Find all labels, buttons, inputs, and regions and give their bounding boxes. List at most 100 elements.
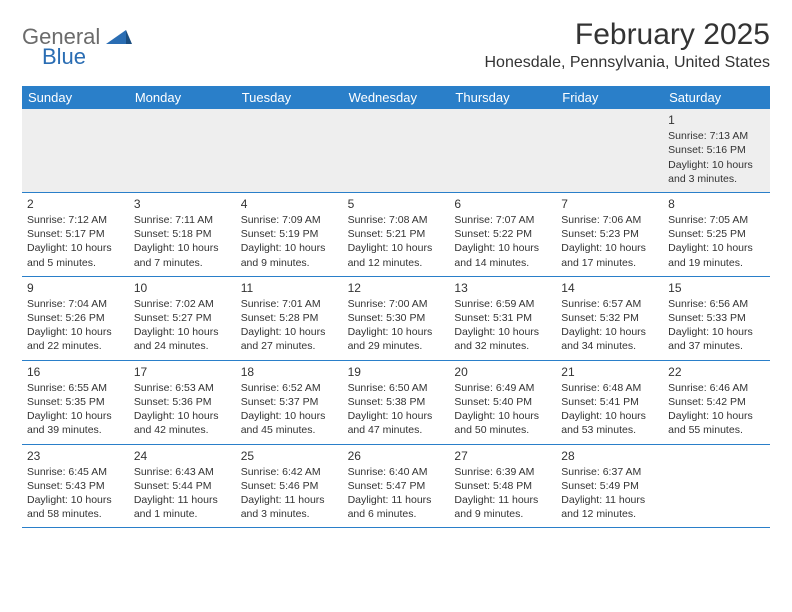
sunset-line: Sunset: 5:21 PM [348, 227, 445, 241]
daylight-line: Daylight: 10 hours and 14 minutes. [454, 241, 551, 269]
sunrise-line: Sunrise: 6:59 AM [454, 297, 551, 311]
empty-cell [129, 109, 236, 192]
sunset-line: Sunset: 5:32 PM [561, 311, 658, 325]
week-row: 16Sunrise: 6:55 AMSunset: 5:35 PMDayligh… [22, 361, 770, 445]
day-number: 8 [668, 196, 765, 212]
daylight-line: Daylight: 10 hours and 55 minutes. [668, 409, 765, 437]
day-cell: 10Sunrise: 7:02 AMSunset: 5:27 PMDayligh… [129, 277, 236, 360]
daylight-line: Daylight: 11 hours and 12 minutes. [561, 493, 658, 521]
daylight-line: Daylight: 10 hours and 5 minutes. [27, 241, 124, 269]
day-cell: 4Sunrise: 7:09 AMSunset: 5:19 PMDaylight… [236, 193, 343, 276]
empty-cell [22, 109, 129, 192]
day-number: 18 [241, 364, 338, 380]
sunset-line: Sunset: 5:48 PM [454, 479, 551, 493]
daylight-line: Daylight: 10 hours and 22 minutes. [27, 325, 124, 353]
day-number: 12 [348, 280, 445, 296]
dow-sunday: Sunday [22, 86, 129, 109]
week-row: 9Sunrise: 7:04 AMSunset: 5:26 PMDaylight… [22, 277, 770, 361]
day-cell: 7Sunrise: 7:06 AMSunset: 5:23 PMDaylight… [556, 193, 663, 276]
sunrise-line: Sunrise: 6:39 AM [454, 465, 551, 479]
dow-header: Sunday Monday Tuesday Wednesday Thursday… [22, 86, 770, 109]
sunset-line: Sunset: 5:22 PM [454, 227, 551, 241]
daylight-line: Daylight: 10 hours and 24 minutes. [134, 325, 231, 353]
day-cell: 27Sunrise: 6:39 AMSunset: 5:48 PMDayligh… [449, 445, 556, 528]
sunset-line: Sunset: 5:38 PM [348, 395, 445, 409]
sunrise-line: Sunrise: 6:45 AM [27, 465, 124, 479]
header: General Blue February 2025 Honesdale, Pe… [22, 18, 770, 72]
day-cell: 19Sunrise: 6:50 AMSunset: 5:38 PMDayligh… [343, 361, 450, 444]
sunrise-line: Sunrise: 7:08 AM [348, 213, 445, 227]
daylight-line: Daylight: 10 hours and 9 minutes. [241, 241, 338, 269]
day-number: 1 [668, 112, 765, 128]
brand-part2: Blue [42, 44, 86, 69]
sunrise-line: Sunrise: 6:55 AM [27, 381, 124, 395]
daylight-line: Daylight: 10 hours and 53 minutes. [561, 409, 658, 437]
sunset-line: Sunset: 5:18 PM [134, 227, 231, 241]
day-cell: 5Sunrise: 7:08 AMSunset: 5:21 PMDaylight… [343, 193, 450, 276]
sunrise-line: Sunrise: 6:37 AM [561, 465, 658, 479]
empty-cell [236, 109, 343, 192]
day-cell: 26Sunrise: 6:40 AMSunset: 5:47 PMDayligh… [343, 445, 450, 528]
sunset-line: Sunset: 5:37 PM [241, 395, 338, 409]
daylight-line: Daylight: 10 hours and 34 minutes. [561, 325, 658, 353]
sunset-line: Sunset: 5:17 PM [27, 227, 124, 241]
sunrise-line: Sunrise: 6:43 AM [134, 465, 231, 479]
daylight-line: Daylight: 10 hours and 3 minutes. [668, 158, 765, 186]
day-number: 6 [454, 196, 551, 212]
dow-monday: Monday [129, 86, 236, 109]
empty-cell [343, 109, 450, 192]
empty-cell [663, 445, 770, 528]
day-cell: 28Sunrise: 6:37 AMSunset: 5:49 PMDayligh… [556, 445, 663, 528]
day-cell: 24Sunrise: 6:43 AMSunset: 5:44 PMDayligh… [129, 445, 236, 528]
sunset-line: Sunset: 5:35 PM [27, 395, 124, 409]
day-number: 24 [134, 448, 231, 464]
logo-icon [106, 26, 132, 49]
calendar: Sunday Monday Tuesday Wednesday Thursday… [22, 86, 770, 528]
day-cell: 13Sunrise: 6:59 AMSunset: 5:31 PMDayligh… [449, 277, 556, 360]
sunrise-line: Sunrise: 7:11 AM [134, 213, 231, 227]
sunset-line: Sunset: 5:16 PM [668, 143, 765, 157]
day-number: 16 [27, 364, 124, 380]
daylight-line: Daylight: 11 hours and 9 minutes. [454, 493, 551, 521]
sunset-line: Sunset: 5:33 PM [668, 311, 765, 325]
day-number: 17 [134, 364, 231, 380]
daylight-line: Daylight: 10 hours and 47 minutes. [348, 409, 445, 437]
sunrise-line: Sunrise: 6:42 AM [241, 465, 338, 479]
month-title: February 2025 [484, 18, 770, 52]
sunset-line: Sunset: 5:26 PM [27, 311, 124, 325]
sunrise-line: Sunrise: 6:57 AM [561, 297, 658, 311]
day-cell: 17Sunrise: 6:53 AMSunset: 5:36 PMDayligh… [129, 361, 236, 444]
sunset-line: Sunset: 5:49 PM [561, 479, 658, 493]
day-cell: 9Sunrise: 7:04 AMSunset: 5:26 PMDaylight… [22, 277, 129, 360]
day-number: 21 [561, 364, 658, 380]
day-cell: 21Sunrise: 6:48 AMSunset: 5:41 PMDayligh… [556, 361, 663, 444]
sunset-line: Sunset: 5:31 PM [454, 311, 551, 325]
daylight-line: Daylight: 10 hours and 45 minutes. [241, 409, 338, 437]
sunset-line: Sunset: 5:40 PM [454, 395, 551, 409]
sunrise-line: Sunrise: 6:49 AM [454, 381, 551, 395]
week-row: 2Sunrise: 7:12 AMSunset: 5:17 PMDaylight… [22, 193, 770, 277]
day-cell: 20Sunrise: 6:49 AMSunset: 5:40 PMDayligh… [449, 361, 556, 444]
daylight-line: Daylight: 10 hours and 32 minutes. [454, 325, 551, 353]
sunrise-line: Sunrise: 7:06 AM [561, 213, 658, 227]
sunset-line: Sunset: 5:42 PM [668, 395, 765, 409]
sunset-line: Sunset: 5:25 PM [668, 227, 765, 241]
sunrise-line: Sunrise: 6:48 AM [561, 381, 658, 395]
empty-cell [556, 109, 663, 192]
daylight-line: Daylight: 10 hours and 39 minutes. [27, 409, 124, 437]
day-number: 23 [27, 448, 124, 464]
sunrise-line: Sunrise: 7:13 AM [668, 129, 765, 143]
day-number: 22 [668, 364, 765, 380]
day-number: 10 [134, 280, 231, 296]
day-number: 25 [241, 448, 338, 464]
daylight-line: Daylight: 10 hours and 37 minutes. [668, 325, 765, 353]
daylight-line: Daylight: 11 hours and 1 minute. [134, 493, 231, 521]
day-cell: 14Sunrise: 6:57 AMSunset: 5:32 PMDayligh… [556, 277, 663, 360]
day-cell: 2Sunrise: 7:12 AMSunset: 5:17 PMDaylight… [22, 193, 129, 276]
sunset-line: Sunset: 5:36 PM [134, 395, 231, 409]
sunrise-line: Sunrise: 7:12 AM [27, 213, 124, 227]
day-cell: 6Sunrise: 7:07 AMSunset: 5:22 PMDaylight… [449, 193, 556, 276]
daylight-line: Daylight: 10 hours and 7 minutes. [134, 241, 231, 269]
day-cell: 11Sunrise: 7:01 AMSunset: 5:28 PMDayligh… [236, 277, 343, 360]
day-number: 15 [668, 280, 765, 296]
